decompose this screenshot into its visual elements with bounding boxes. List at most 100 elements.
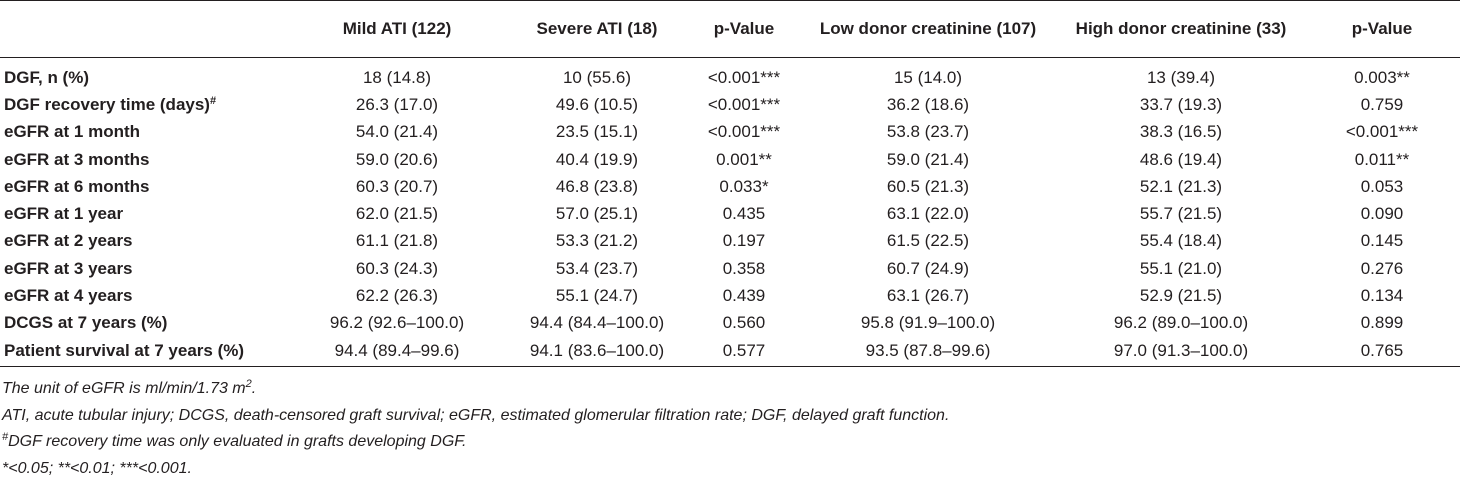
- table-cell: 54.0 (21.4): [290, 119, 504, 146]
- header-cell: Low donor creatinine (107): [798, 1, 1058, 58]
- table-cell: 49.6 (10.5): [504, 91, 690, 118]
- header-row: Mild ATI (122) Severe ATI (18) p-Value L…: [0, 1, 1460, 58]
- table-cell: 53.4 (23.7): [504, 255, 690, 282]
- row-label: eGFR at 6 months: [0, 173, 290, 200]
- table-cell: <0.001***: [690, 119, 798, 146]
- row-label-text: eGFR at 1 month: [4, 122, 140, 141]
- table-cell: 96.2 (92.6–100.0): [290, 310, 504, 337]
- table-cell: 63.1 (26.7): [798, 282, 1058, 309]
- table-cell: 61.5 (22.5): [798, 228, 1058, 255]
- table-cell: 26.3 (17.0): [290, 91, 504, 118]
- footnote-mark: #: [2, 431, 8, 443]
- recovery-footnote: #DGF recovery time was only evaluated in…: [2, 429, 1452, 456]
- unit-note-text: The unit of eGFR is ml/min/1.73 m: [2, 380, 246, 397]
- row-label: DGF recovery time (days)#: [0, 91, 290, 118]
- table-cell: 60.5 (21.3): [798, 173, 1058, 200]
- row-label: eGFR at 3 months: [0, 146, 290, 173]
- table-cell: 33.7 (19.3): [1058, 91, 1304, 118]
- table-notes: The unit of eGFR is ml/min/1.73 m2. ATI,…: [2, 376, 1452, 482]
- footnote-text: DGF recovery time was only evaluated in …: [8, 433, 466, 450]
- table-cell: 0.197: [690, 228, 798, 255]
- table-cell: 0.439: [690, 282, 798, 309]
- header-cell: Severe ATI (18): [504, 1, 690, 58]
- table-cell: 94.1 (83.6–100.0): [504, 337, 690, 367]
- table-cell: 94.4 (89.4–99.6): [290, 337, 504, 367]
- row-label-text: eGFR at 4 years: [4, 286, 133, 305]
- table-cell: 63.1 (22.0): [798, 200, 1058, 227]
- table-body: DGF, n (%)18 (14.8)10 (55.6)<0.001***15 …: [0, 58, 1460, 367]
- table-row: DCGS at 7 years (%) 96.2 (92.6–100.0)94.4…: [0, 310, 1460, 337]
- table-cell: 62.0 (21.5): [290, 200, 504, 227]
- table-cell: <0.001***: [690, 58, 798, 92]
- results-table: Mild ATI (122) Severe ATI (18) p-Value L…: [0, 0, 1460, 367]
- unit-note-period: .: [252, 380, 256, 397]
- table-cell: 60.3 (20.7): [290, 173, 504, 200]
- row-label: eGFR at 1 month: [0, 119, 290, 146]
- significance-note: *<0.05; **<0.01; ***<0.001.: [2, 456, 1452, 482]
- table-cell: 0.033*: [690, 173, 798, 200]
- table-cell: 59.0 (20.6): [290, 146, 504, 173]
- table-cell: 40.4 (19.9): [504, 146, 690, 173]
- table-cell: 0.003**: [1304, 58, 1460, 92]
- table-cell: 97.0 (91.3–100.0): [1058, 337, 1304, 367]
- row-label-text: eGFR at 6 months: [4, 177, 149, 196]
- table-cell: 0.560: [690, 310, 798, 337]
- header-cell: Mild ATI (122): [290, 1, 504, 58]
- table-row: eGFR at 4 years 62.2 (26.3)55.1 (24.7)0.4…: [0, 282, 1460, 309]
- table-cell: 0.053: [1304, 173, 1460, 200]
- table-cell: 15 (14.0): [798, 58, 1058, 92]
- row-label: eGFR at 2 years: [0, 228, 290, 255]
- table-cell: 46.8 (23.8): [504, 173, 690, 200]
- table-cell: 0.759: [1304, 91, 1460, 118]
- table-cell: 61.1 (21.8): [290, 228, 504, 255]
- table-cell: 13 (39.4): [1058, 58, 1304, 92]
- row-label: Patient survival at 7 years (%): [0, 337, 290, 367]
- header-cell: High donor creatinine (33): [1058, 1, 1304, 58]
- row-label: eGFR at 1 year: [0, 200, 290, 227]
- table-cell: 60.3 (24.3): [290, 255, 504, 282]
- table-cell: 59.0 (21.4): [798, 146, 1058, 173]
- table-cell: 55.4 (18.4): [1058, 228, 1304, 255]
- table-cell: 55.1 (24.7): [504, 282, 690, 309]
- table-cell: 94.4 (84.4–100.0): [504, 310, 690, 337]
- table-cell: 18 (14.8): [290, 58, 504, 92]
- row-label-text: eGFR at 1 year: [4, 204, 123, 223]
- table-cell: 60.7 (24.9): [798, 255, 1058, 282]
- table-cell: 0.011**: [1304, 146, 1460, 173]
- header-cell: [0, 1, 290, 58]
- row-label-text: eGFR at 3 years: [4, 259, 133, 278]
- table-cell: 0.276: [1304, 255, 1460, 282]
- table-cell: 0.435: [690, 200, 798, 227]
- unit-note-superscript: 2: [246, 378, 252, 390]
- table-cell: 53.8 (23.7): [798, 119, 1058, 146]
- row-label-text: DGF recovery time (days): [4, 95, 210, 114]
- table-cell: <0.001***: [1304, 119, 1460, 146]
- table-cell: 52.9 (21.5): [1058, 282, 1304, 309]
- table-cell: 0.001**: [690, 146, 798, 173]
- table-cell: 55.1 (21.0): [1058, 255, 1304, 282]
- row-label: eGFR at 3 years: [0, 255, 290, 282]
- table-row: Patient survival at 7 years (%)94.4 (89.…: [0, 337, 1460, 367]
- table-cell: 38.3 (16.5): [1058, 119, 1304, 146]
- table-cell: 0.765: [1304, 337, 1460, 367]
- abbreviations-note: ATI, acute tubular injury; DCGS, death-c…: [2, 403, 1452, 430]
- header-cell: p-Value: [690, 1, 798, 58]
- table-cell: 57.0 (25.1): [504, 200, 690, 227]
- table-row: DGF recovery time (days)#26.3 (17.0)49.6…: [0, 91, 1460, 118]
- row-label-text: DGF, n (%): [4, 68, 89, 87]
- row-label-text: DCGS at 7 years (%): [4, 313, 167, 332]
- table-row: eGFR at 1 year 62.0 (21.5)57.0 (25.1)0.43…: [0, 200, 1460, 227]
- row-label: DGF, n (%): [0, 58, 290, 92]
- table-cell: 0.899: [1304, 310, 1460, 337]
- table-cell: 0.577: [690, 337, 798, 367]
- table-cell: 62.2 (26.3): [290, 282, 504, 309]
- row-label-text: eGFR at 3 months: [4, 150, 149, 169]
- table-cell: 52.1 (21.3): [1058, 173, 1304, 200]
- table-cell: 48.6 (19.4): [1058, 146, 1304, 173]
- unit-note: The unit of eGFR is ml/min/1.73 m2.: [2, 376, 1452, 403]
- table-cell: 0.090: [1304, 200, 1460, 227]
